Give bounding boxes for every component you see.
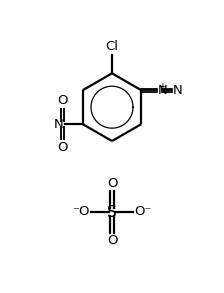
Text: +: + (158, 82, 166, 92)
Text: O: O (57, 141, 68, 154)
Text: O⁻: O⁻ (134, 205, 152, 218)
Text: O: O (57, 94, 68, 107)
Text: Cl: Cl (106, 40, 118, 53)
Text: O: O (107, 177, 117, 190)
Text: S: S (107, 205, 117, 219)
Text: N: N (54, 117, 64, 131)
Text: N: N (173, 84, 183, 97)
Text: O: O (107, 234, 117, 247)
Text: N: N (158, 84, 168, 97)
Text: ⁻O: ⁻O (72, 205, 90, 218)
